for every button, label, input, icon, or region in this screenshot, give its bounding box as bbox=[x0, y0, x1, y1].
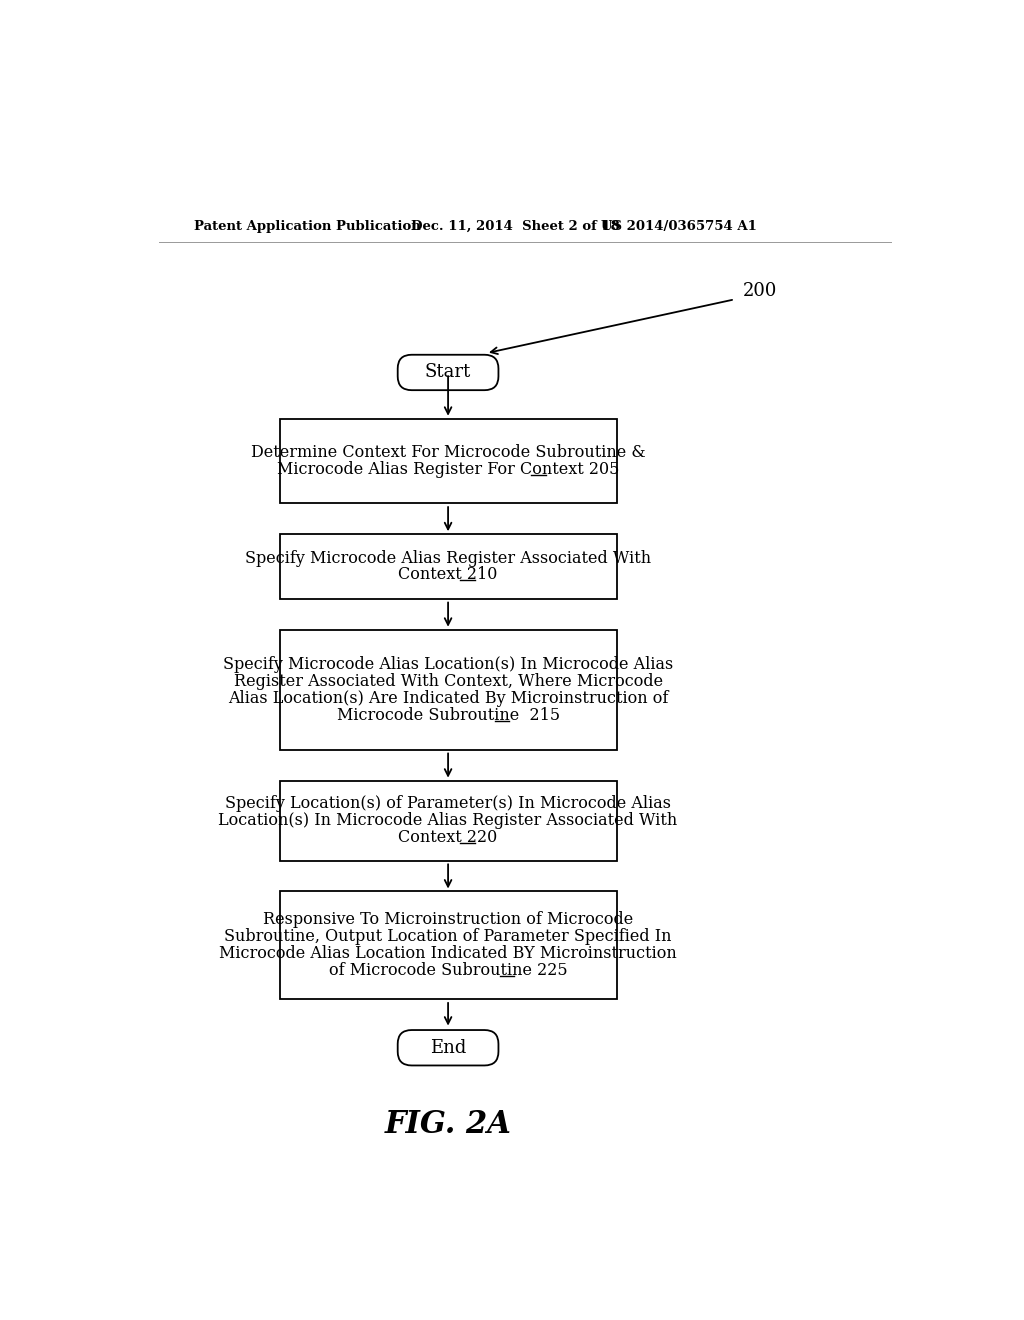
Text: Determine Context For Microcode Subroutine &: Determine Context For Microcode Subrouti… bbox=[251, 444, 645, 461]
Bar bbox=[280, 630, 616, 750]
Text: US 2014/0365754 A1: US 2014/0365754 A1 bbox=[601, 219, 757, 232]
Text: Register Associated With Context, Where Microcode: Register Associated With Context, Where … bbox=[233, 673, 663, 690]
Text: Alias Location(s) Are Indicated By Microinstruction of: Alias Location(s) Are Indicated By Micro… bbox=[228, 689, 669, 706]
Text: Patent Application Publication: Patent Application Publication bbox=[194, 219, 421, 232]
Bar bbox=[280, 780, 616, 861]
Text: of Microcode Subroutine 225: of Microcode Subroutine 225 bbox=[329, 962, 567, 979]
Text: Microcode Subroutine  215: Microcode Subroutine 215 bbox=[337, 706, 560, 723]
FancyBboxPatch shape bbox=[397, 1030, 499, 1065]
Text: Specify Location(s) of Parameter(s) In Microcode Alias: Specify Location(s) of Parameter(s) In M… bbox=[225, 795, 671, 812]
FancyBboxPatch shape bbox=[397, 355, 499, 391]
Bar bbox=[280, 891, 616, 999]
Text: Responsive To Microinstruction of Microcode: Responsive To Microinstruction of Microc… bbox=[263, 911, 633, 928]
Bar bbox=[280, 535, 616, 599]
Text: Context 210: Context 210 bbox=[398, 566, 498, 583]
Text: Dec. 11, 2014  Sheet 2 of 18: Dec. 11, 2014 Sheet 2 of 18 bbox=[411, 219, 620, 232]
Text: Context 220: Context 220 bbox=[398, 829, 498, 846]
Text: Location(s) In Microcode Alias Register Associated With: Location(s) In Microcode Alias Register … bbox=[218, 812, 678, 829]
Bar bbox=[280, 418, 616, 503]
Text: End: End bbox=[430, 1039, 466, 1057]
Text: Microcode Alias Location Indicated BY Microinstruction: Microcode Alias Location Indicated BY Mi… bbox=[219, 945, 677, 962]
Text: 200: 200 bbox=[742, 282, 777, 300]
Text: Specify Microcode Alias Location(s) In Microcode Alias: Specify Microcode Alias Location(s) In M… bbox=[223, 656, 673, 673]
Text: Microcode Alias Register For Context 205: Microcode Alias Register For Context 205 bbox=[276, 461, 620, 478]
Text: FIG. 2A: FIG. 2A bbox=[385, 1109, 512, 1140]
Text: Start: Start bbox=[425, 363, 471, 381]
Text: Subroutine, Output Location of Parameter Specified In: Subroutine, Output Location of Parameter… bbox=[224, 928, 672, 945]
Text: Specify Microcode Alias Register Associated With: Specify Microcode Alias Register Associa… bbox=[245, 549, 651, 566]
